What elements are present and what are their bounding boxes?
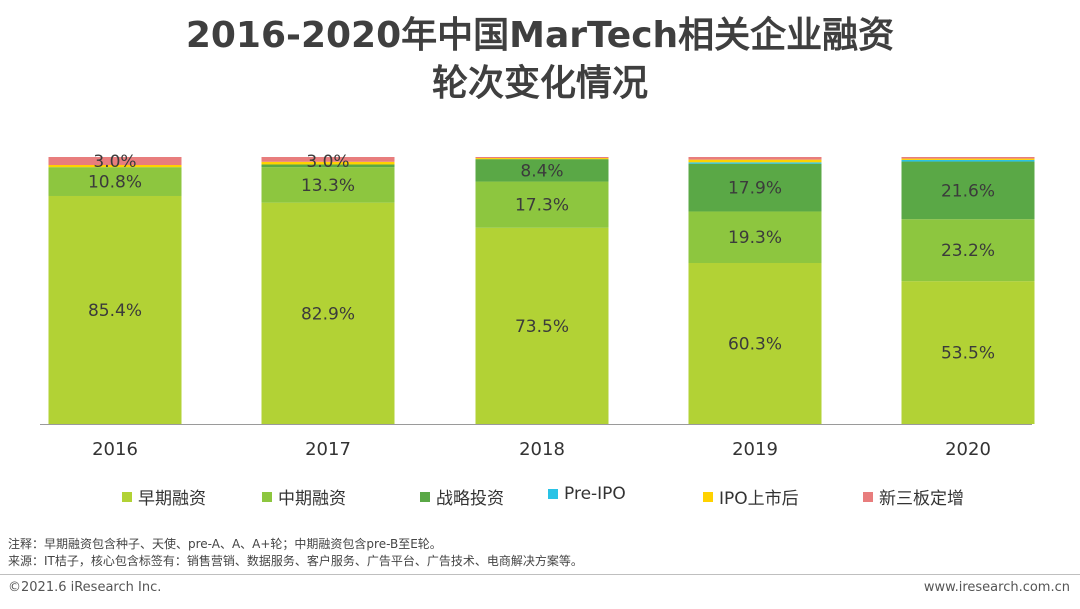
bar-segment-2017-IPO上市后	[261, 161, 395, 165]
bar-segment-2018-中期融资	[475, 181, 609, 228]
legend-label: 战略投资	[436, 489, 504, 509]
legend-item: 早期融资	[122, 484, 206, 509]
data-label: 19.3%	[728, 228, 782, 248]
bar-segment-2019-新三板定增	[688, 157, 822, 160]
stacked-bar-chart: 85.4%10.8%3.0%201682.9%13.3%3.0%201773.5…	[40, 152, 1035, 460]
data-label: 23.2%	[941, 241, 995, 261]
bar-segment-2019-战略投资	[688, 163, 822, 212]
legend-label: 新三板定增	[879, 489, 964, 509]
legend-item: Pre-IPO	[548, 484, 626, 504]
legend-item: 新三板定增	[863, 484, 964, 509]
x-tick-label: 2020	[945, 439, 991, 460]
bar-segment-2016-IPO上市后	[48, 165, 182, 168]
bar-segment-2019-早期融资	[688, 262, 822, 424]
bar-segment-2020-新三板定增	[901, 157, 1035, 159]
notes: 注释：早期融资包含种子、天使、pre-A、A、A+轮；中期融资包含pre-B至E…	[8, 536, 583, 570]
bar-segment-2016-新三板定增	[48, 157, 182, 166]
bar-segment-2018-战略投资	[475, 159, 609, 182]
data-label: 17.9%	[728, 179, 782, 199]
data-label: 73.5%	[515, 317, 569, 337]
legend-label: Pre-IPO	[564, 484, 626, 504]
bar-segment-2019-中期融资	[688, 211, 822, 263]
legend-item: 中期融资	[262, 484, 346, 509]
data-label: 8.4%	[520, 161, 563, 181]
legend-item: 战略投资	[420, 484, 504, 509]
data-label: 82.9%	[301, 304, 355, 324]
copyright: ©2021.6 iResearch Inc.	[8, 580, 162, 595]
legend-label: 早期融资	[138, 489, 206, 509]
data-label: 17.3%	[515, 196, 569, 216]
bar-segment-2020-战略投资	[901, 161, 1035, 220]
legend-swatch	[863, 491, 873, 502]
bar-segment-2020-中期融资	[901, 219, 1035, 282]
data-label: 10.8%	[88, 173, 142, 193]
data-label: 21.6%	[941, 181, 995, 201]
legend-label: 中期融资	[278, 489, 346, 509]
note-line: 注释：早期融资包含种子、天使、pre-A、A、A+轮；中期融资包含pre-B至E…	[8, 537, 442, 551]
bar-segment-2018-新三板定增	[475, 157, 609, 159]
bar-segment-2020-IPO上市后	[901, 158, 1035, 160]
bar-segment-2016-中期融资	[48, 167, 182, 196]
legend-swatch	[548, 489, 558, 499]
footer-divider	[0, 574, 1080, 575]
data-label: 85.4%	[88, 301, 142, 321]
data-label: 3.0%	[93, 152, 136, 172]
data-label: 60.3%	[728, 334, 782, 354]
bar-segment-2018-早期融资	[475, 227, 609, 424]
chart-title: 2016-2020年中国MarTech相关企业融资 轮次变化情况	[0, 12, 1080, 108]
bar-segment-2019-IPO上市后	[688, 159, 822, 163]
x-tick-label: 2017	[305, 439, 351, 460]
bar-segment-2020-Pre-IPO	[901, 159, 1035, 162]
x-tick-label: 2018	[519, 439, 565, 460]
data-label: 13.3%	[301, 176, 355, 196]
legend-swatch	[122, 491, 132, 502]
bar-segment-2018-IPO上市后	[475, 158, 609, 160]
legend-label: IPO上市后	[719, 489, 799, 509]
bar-segment-2017-战略投资	[261, 164, 395, 168]
data-label: 3.0%	[306, 152, 349, 172]
bar-segment-2017-新三板定增	[261, 157, 395, 162]
chart-title-line1: 2016-2020年中国MarTech相关企业融资	[185, 15, 895, 56]
legend-swatch	[703, 491, 713, 502]
source-line: 来源：IT桔子，核心包含标签有：销售营销、数据服务、客户服务、广告平台、广告技术…	[8, 554, 583, 568]
chart-legend: 早期融资 中期融资 战略投资 Pre-IPO IPO上市后 新三板定增	[0, 484, 1080, 509]
bar-segment-2017-中期融资	[261, 167, 395, 203]
chart-title-line2: 轮次变化情况	[431, 63, 648, 104]
legend-item: IPO上市后	[703, 484, 799, 509]
website-link[interactable]: www.iresearch.com.cn	[923, 580, 1070, 595]
legend-swatch	[420, 491, 430, 502]
bar-segment-2017-早期融资	[261, 202, 395, 424]
bar-segment-2020-早期融资	[901, 281, 1035, 424]
bar-segment-2016-早期融资	[48, 195, 182, 424]
x-tick-label: 2019	[732, 439, 778, 460]
bar-segment-2019-Pre-IPO	[688, 162, 822, 164]
legend-swatch	[262, 491, 272, 502]
x-tick-label: 2016	[92, 439, 138, 460]
data-label: 53.5%	[941, 344, 995, 364]
